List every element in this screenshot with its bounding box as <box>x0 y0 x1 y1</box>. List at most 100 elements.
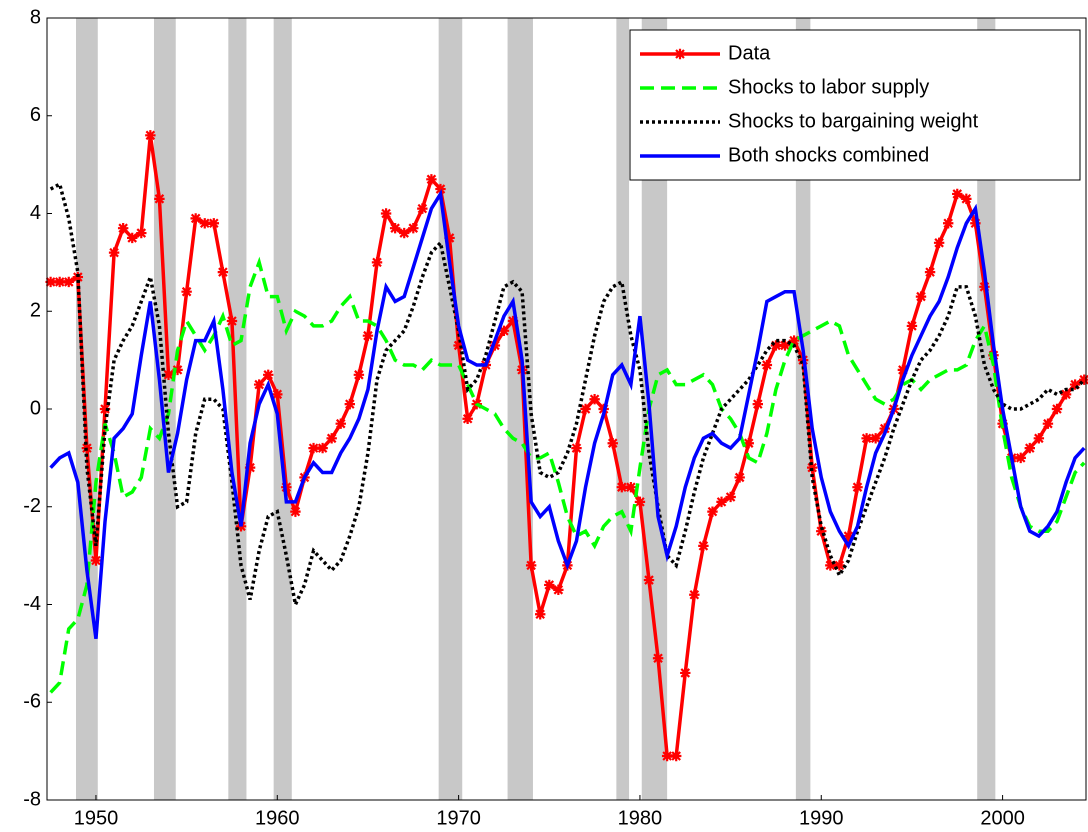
data-marker <box>806 462 818 473</box>
data-marker <box>607 438 618 449</box>
data-marker <box>1069 379 1081 390</box>
data-marker <box>743 438 754 449</box>
data-marker <box>580 403 591 415</box>
data-marker <box>906 320 918 332</box>
data-marker <box>870 433 881 444</box>
data-marker <box>571 442 582 454</box>
legend-label: Shocks to bargaining weight <box>728 110 979 132</box>
series-line <box>49 256 1086 694</box>
shaded-region <box>153 18 176 800</box>
data-marker <box>99 403 111 415</box>
data-marker <box>1060 389 1072 400</box>
data-marker <box>317 442 328 454</box>
x-tick-label: 1980 <box>618 807 663 829</box>
shaded-region <box>76 18 98 800</box>
data-marker <box>308 442 319 454</box>
data-marker <box>417 203 428 214</box>
x-tick-label: 1960 <box>255 807 300 829</box>
shaded-region <box>438 18 463 800</box>
data-marker <box>408 222 419 234</box>
data-marker <box>462 413 473 424</box>
data-marker <box>326 433 337 444</box>
data-marker <box>290 506 301 517</box>
data-marker <box>770 340 782 351</box>
data-marker <box>589 394 600 405</box>
data-marker <box>507 315 519 327</box>
data-marker <box>426 174 437 185</box>
data-marker <box>616 482 628 493</box>
data-marker <box>535 609 546 620</box>
shaded-region <box>507 18 533 800</box>
data-marker <box>362 330 374 341</box>
legend-label: Shocks to labor supply <box>728 76 929 98</box>
data-marker <box>72 271 84 283</box>
data-marker <box>1015 452 1026 464</box>
data-marker <box>852 482 863 493</box>
data-marker <box>263 369 274 380</box>
x-tick-label: 2000 <box>980 807 1025 829</box>
data-marker <box>226 315 238 327</box>
data-marker <box>979 281 990 293</box>
data-marker <box>54 276 65 288</box>
y-tick-label: -8 <box>23 788 41 810</box>
data-marker <box>136 227 147 239</box>
data-marker <box>45 276 56 288</box>
data-marker <box>199 218 210 229</box>
x-tick-label: 1950 <box>74 807 119 829</box>
y-tick-label: 4 <box>30 202 41 224</box>
data-marker <box>353 369 365 380</box>
data-marker <box>933 237 945 249</box>
data-marker <box>625 482 637 493</box>
data-marker <box>725 491 736 503</box>
data-marker <box>661 750 673 762</box>
data-marker <box>163 369 174 380</box>
data-marker <box>1033 433 1045 444</box>
data-marker <box>145 130 156 141</box>
data-marker <box>915 291 927 302</box>
data-marker <box>553 584 564 596</box>
data-marker <box>752 398 763 410</box>
data-marker <box>371 257 383 268</box>
data-marker <box>834 560 845 571</box>
legend-label: Both shocks combined <box>728 144 929 166</box>
y-tick-label: 6 <box>30 104 41 126</box>
y-tick-label: 2 <box>30 300 41 322</box>
data-marker <box>335 418 346 429</box>
data-marker <box>961 193 972 205</box>
data-marker <box>127 232 138 244</box>
y-tick-label: -6 <box>23 691 41 713</box>
data-marker <box>208 218 220 229</box>
data-marker <box>716 496 727 508</box>
shaded-region <box>616 18 630 800</box>
data-marker <box>734 472 745 483</box>
data-marker <box>444 232 455 244</box>
data-marker <box>671 750 682 762</box>
data-marker <box>344 398 356 410</box>
data-marker <box>172 364 183 376</box>
data-marker <box>253 379 265 390</box>
data-marker <box>181 286 192 297</box>
y-tick-label: 8 <box>30 6 41 28</box>
shaded-region <box>795 18 811 800</box>
data-marker <box>788 335 800 346</box>
data-marker <box>389 222 401 234</box>
data-marker <box>117 222 129 234</box>
data-marker <box>272 389 283 400</box>
data-marker <box>698 540 709 552</box>
shaded-region <box>977 18 996 800</box>
data-marker <box>190 213 201 224</box>
series-line <box>49 188 1086 639</box>
shaded-region <box>273 18 292 800</box>
data-marker <box>544 579 555 591</box>
y-tick-label: -4 <box>23 593 41 615</box>
data-marker <box>761 359 773 371</box>
data-marker <box>435 183 446 195</box>
data-marker <box>689 589 700 600</box>
legend-label: Data <box>728 42 771 64</box>
data-marker <box>707 506 718 517</box>
data-marker <box>825 560 836 571</box>
x-tick-label: 1970 <box>436 807 481 829</box>
data-marker <box>1078 374 1088 385</box>
data-marker <box>90 555 102 566</box>
